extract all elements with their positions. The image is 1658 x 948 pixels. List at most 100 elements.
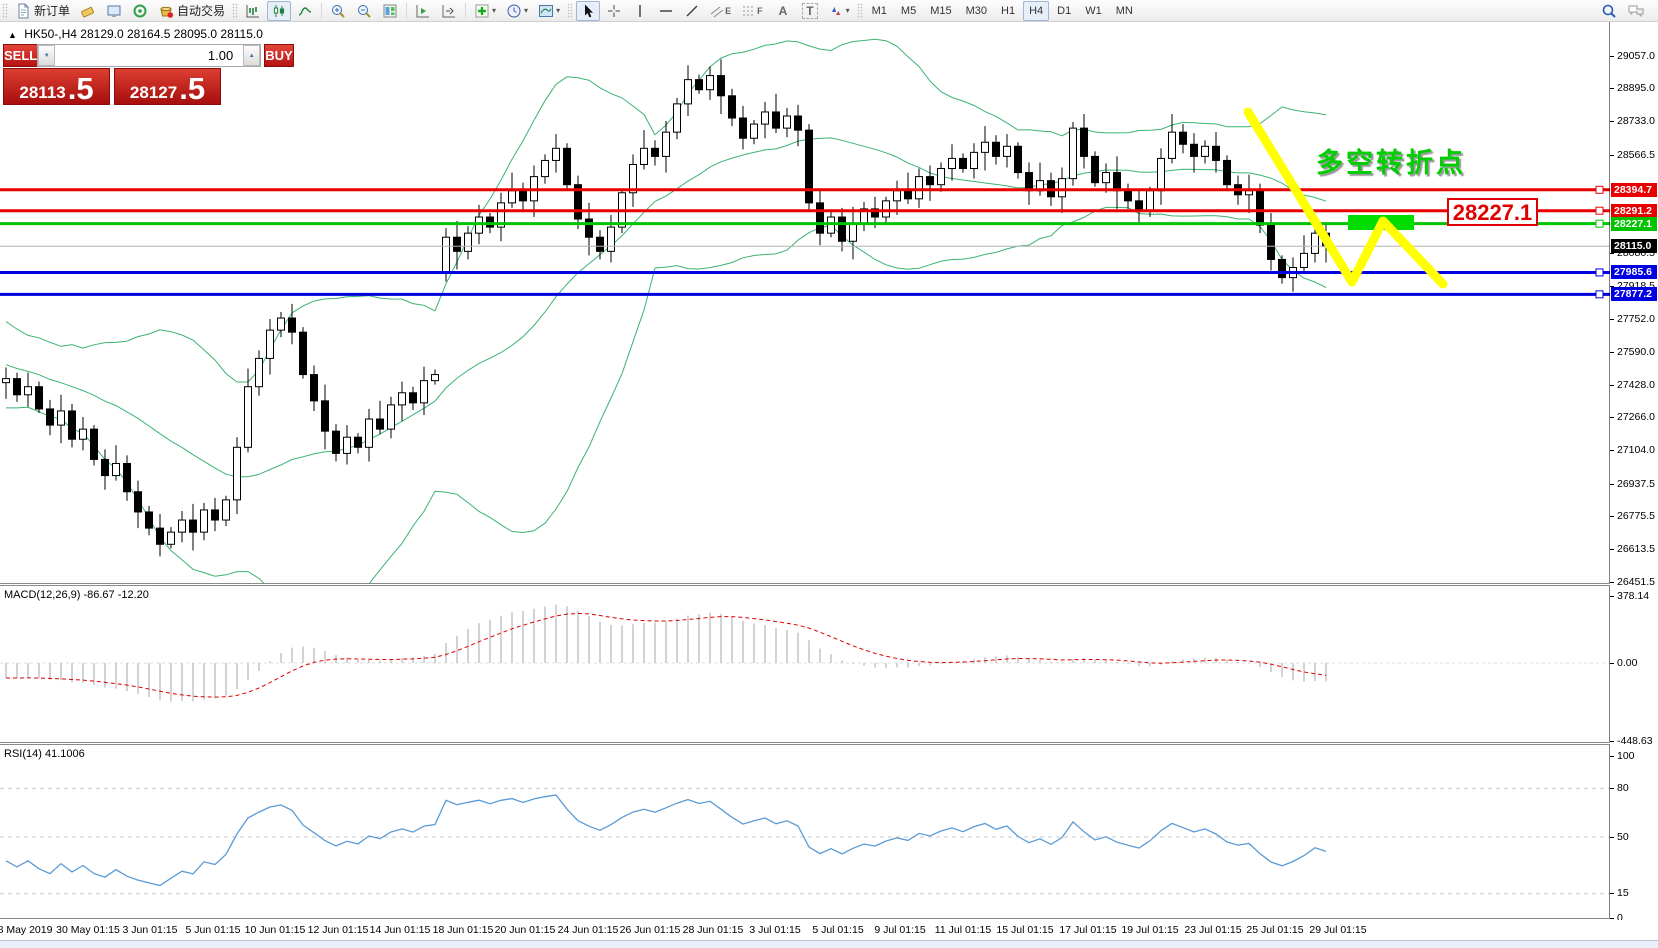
tile-windows-button[interactable] — [378, 1, 402, 21]
timeframe-m5[interactable]: M5 — [900, 4, 917, 17]
auto-trading-button[interactable]: 自动交易 — [154, 1, 229, 21]
bar-chart-icon — [246, 4, 260, 17]
timeframe-h1[interactable]: H1 — [1001, 4, 1016, 17]
macd-label: MACD(12,26,9) -86.67 -12.20 — [4, 589, 149, 601]
timeframe-m30[interactable]: M30 — [965, 4, 987, 17]
zoom-out-icon — [358, 4, 371, 18]
timeframe-m15[interactable]: M15 — [930, 4, 952, 17]
text-tool-button[interactable]: A — [770, 1, 797, 21]
date-label: 9 Jul 01:15 — [874, 924, 926, 936]
toolbar-separator — [321, 2, 323, 19]
pane-divider[interactable] — [0, 583, 1658, 586]
sell-price-main: 28113 — [19, 83, 66, 102]
timeframe-m1[interactable]: M1 — [871, 4, 887, 17]
volume-input[interactable] — [55, 45, 244, 66]
toolbar-grip — [856, 2, 863, 19]
chat-button[interactable] — [1623, 1, 1649, 21]
bollinger-bands — [5, 38, 1327, 583]
chart-ohlc: 28129.0 28164.5 28095.0 28115.0 — [80, 27, 263, 41]
rsi-pane[interactable]: RSI(14) 41.1006 — [0, 745, 1658, 918]
candlestick-chart-button[interactable] — [267, 0, 292, 21]
vertical-line-tool-button[interactable] — [628, 1, 652, 21]
new-order-button[interactable]: 新订单 — [11, 1, 74, 21]
macd-scale-label: 0.00 — [1617, 656, 1638, 669]
periods-button[interactable]: ▾ — [502, 1, 532, 21]
trendline-tool-button[interactable] — [680, 1, 704, 21]
price-line-label: 28291.2 — [1611, 203, 1657, 218]
macd-scale-label: -448.63 — [1617, 734, 1653, 747]
cursor-tool-button[interactable] — [576, 0, 601, 21]
rsi-scale-label: 80 — [1617, 781, 1629, 794]
date-axis[interactable]: 8 May 2019 30 May 01:15 3 Jun 01:15 5 Jun 0… — [0, 920, 1658, 940]
volume-increase-button[interactable]: ▲ — [243, 45, 261, 66]
zoom-out-button[interactable] — [352, 1, 376, 21]
macd-pane[interactable]: MACD(12,26,9) -86.67 -12.20 — [0, 586, 1658, 742]
price-tick-label: 27752.0 — [1617, 313, 1655, 326]
price-axis[interactable]: 29057.028895.028733.028566.528080.527918… — [1610, 22, 1658, 924]
toolbar-grip — [567, 2, 574, 19]
main-chart-pane[interactable] — [0, 22, 1658, 583]
search-button[interactable] — [1597, 1, 1621, 21]
auto-scroll-button[interactable] — [411, 1, 435, 21]
timeframe-w1[interactable]: W1 — [1085, 4, 1102, 17]
timeframe-h4[interactable]: H4 — [1023, 0, 1050, 21]
line-chart-button[interactable] — [293, 1, 317, 21]
buy-price-display[interactable]: 28127 .5 — [114, 68, 221, 105]
crosshair-tool-button[interactable] — [602, 1, 626, 21]
auto-trading-icon — [160, 6, 174, 18]
arrows-tool-button[interactable]: ▾ — [824, 1, 854, 21]
date-label: 10 Jun 01:15 — [244, 924, 306, 936]
terminal-button[interactable] — [102, 1, 126, 21]
rsi-scale-tick — [1610, 787, 1614, 789]
signal-button[interactable] — [128, 1, 152, 21]
price-tick — [1610, 120, 1614, 122]
toolbar-grip — [2, 2, 8, 19]
price-tick — [1610, 483, 1614, 485]
price-tick — [1610, 154, 1614, 156]
trend-arrow-annotation[interactable] — [1243, 107, 1448, 289]
collapse-panel-icon[interactable]: ▲ — [8, 30, 17, 40]
macd-scale-label: 378.14 — [1617, 590, 1650, 603]
price-tick — [1610, 351, 1614, 353]
price-tick — [1610, 450, 1614, 452]
sell-price-display[interactable]: 28113 .5 — [3, 68, 110, 105]
templates-button[interactable]: ▾ — [534, 1, 564, 21]
main-chart-canvas[interactable] — [0, 22, 1658, 583]
tile-windows-icon — [383, 4, 397, 17]
fibonacci-tool-button[interactable]: F — [738, 1, 768, 21]
rsi-scale-label: 100 — [1617, 749, 1635, 762]
price-tick-label: 28895.0 — [1617, 82, 1655, 95]
macd-canvas[interactable] — [0, 586, 1658, 742]
cursor-icon — [585, 4, 594, 17]
chevron-down-icon: ▾ — [492, 6, 497, 15]
status-bar — [0, 940, 1658, 948]
timeframe-mn[interactable]: MN — [1115, 4, 1133, 17]
horizontal-line-tool-button[interactable] — [654, 1, 678, 21]
toolbar-right-group — [1596, 1, 1650, 21]
chart-shift-button[interactable] — [437, 1, 461, 21]
rsi-canvas[interactable] — [0, 745, 1658, 918]
chevron-down-icon: ▾ — [845, 6, 850, 15]
label-tool-button[interactable]: T — [798, 1, 821, 21]
rsi-line — [5, 794, 1327, 887]
price-tick-label: 27428.0 — [1617, 378, 1655, 391]
indicators-button[interactable]: ▾ — [470, 1, 500, 21]
channel-tool-button[interactable]: E — [706, 1, 736, 21]
sell-button[interactable]: SELL — [3, 44, 38, 67]
zoom-in-button[interactable] — [326, 1, 350, 21]
clock-icon — [507, 4, 521, 17]
eraser-button[interactable] — [76, 1, 100, 21]
timeframe-d1[interactable]: D1 — [1057, 4, 1072, 17]
horizontal-line-objects[interactable] — [0, 185, 1610, 299]
bar-chart-button[interactable] — [241, 1, 265, 21]
buy-button[interactable]: BUY — [264, 44, 294, 67]
main-toolbar: 新订单 自动交易 ▾ ▾ — [0, 0, 1658, 22]
toolbar-grip — [232, 2, 239, 19]
price-line-label: 27985.6 — [1611, 265, 1657, 280]
volume-decrease-button[interactable]: ▼ — [38, 45, 56, 66]
pane-divider[interactable] — [0, 742, 1658, 745]
date-label: 5 Jul 01:15 — [812, 924, 864, 936]
date-label: 23 Jul 01:15 — [1184, 924, 1242, 936]
rsi-scale-tick — [1610, 917, 1614, 919]
rsi-scale-tick — [1610, 893, 1614, 895]
